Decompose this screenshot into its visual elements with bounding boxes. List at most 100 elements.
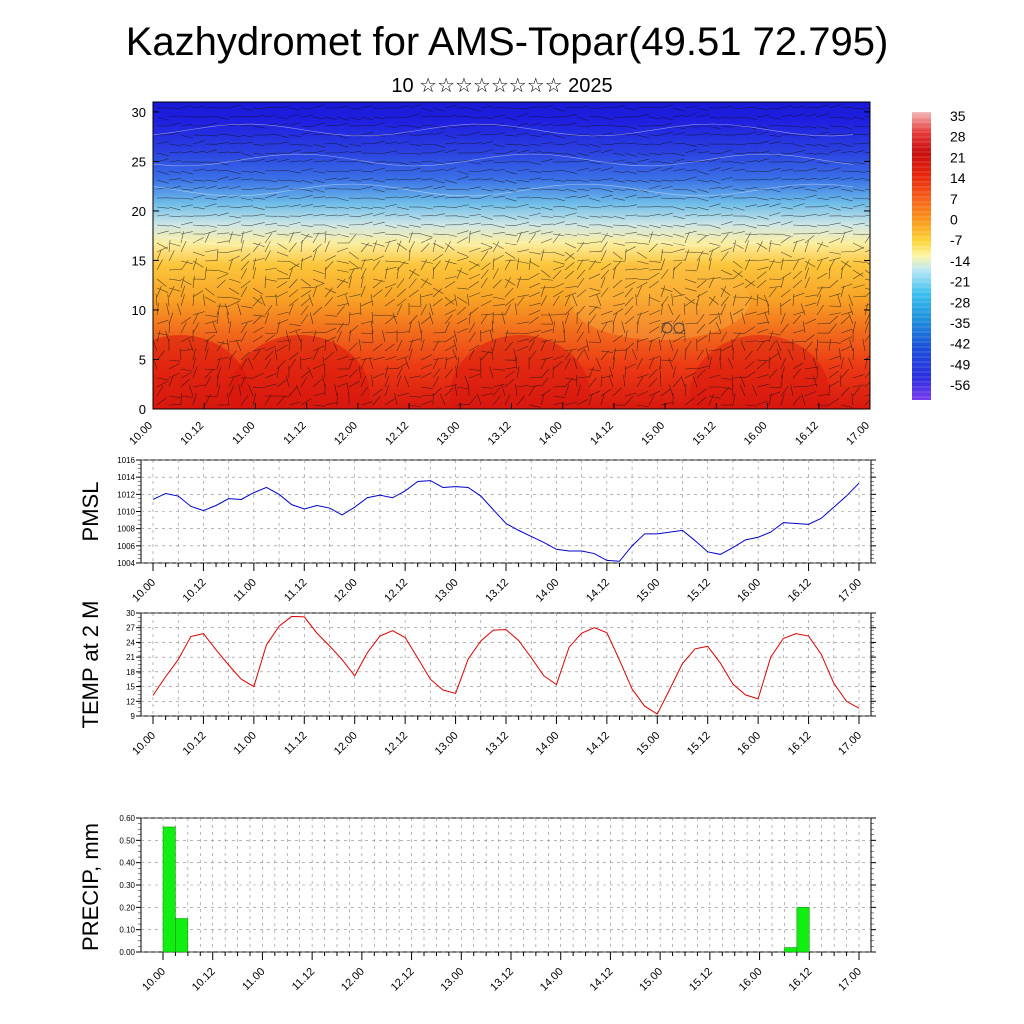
wind-barb: [540, 393, 545, 406]
wind-barb: [792, 329, 805, 334]
wind-barb: [168, 178, 181, 181]
wind-barb: [792, 177, 805, 181]
wind-barb: [336, 116, 349, 121]
wind-barb: [816, 242, 829, 248]
wind-barb: [240, 358, 248, 370]
wind-barb: [552, 169, 565, 172]
wind-barb: [216, 151, 229, 154]
wind-barb: [732, 161, 745, 164]
wind-barb: [816, 177, 829, 181]
wind-barb: [288, 242, 297, 253]
wind-barb: [240, 286, 248, 298]
wind-barb: [444, 258, 451, 271]
wind-barb: [300, 370, 311, 379]
wind-barb: [360, 213, 373, 217]
wind-barb: [705, 348, 710, 361]
pmsl-x-tick-label: 15.12: [685, 577, 713, 605]
wind-barb: [744, 151, 757, 154]
wind-barb: [167, 294, 170, 307]
contour-line: [153, 123, 854, 137]
wind-barb: [828, 315, 839, 325]
wind-barb: [408, 268, 416, 280]
wind-barb: [396, 152, 409, 154]
wind-barb: [516, 222, 529, 226]
wind-barb: [252, 213, 265, 217]
wind-barb: [168, 131, 181, 136]
wind-barb: [552, 251, 565, 257]
wind-barb: [696, 197, 709, 202]
wind-barb: [768, 107, 781, 110]
wind-barb: [516, 296, 525, 307]
wind-barb: [612, 224, 626, 226]
wind-barb: [468, 395, 477, 406]
wind-barb: [240, 305, 253, 309]
wind-barb: [336, 269, 349, 273]
wind-barb: [216, 273, 228, 280]
wind-barb: [624, 296, 634, 307]
wind-barb: [204, 203, 217, 208]
wind-barb: [720, 247, 733, 253]
wind-barb: [756, 359, 769, 362]
wind-barb: [660, 212, 673, 217]
wind-barb: [168, 151, 181, 154]
wind-barb: [300, 168, 313, 172]
wind-barb: [348, 179, 361, 182]
wind-barb: [444, 387, 454, 397]
wind-barb: [684, 298, 696, 307]
wind-barb: [156, 224, 169, 227]
wind-barb: [780, 206, 793, 210]
wind-barb: [852, 233, 866, 235]
wind-barb: [648, 260, 661, 263]
precip-x-tick-label: 10.00: [140, 966, 168, 994]
wind-barb: [744, 280, 755, 289]
wind-barb: [312, 363, 325, 370]
wind-barb: [816, 304, 824, 316]
wind-barb: [456, 404, 469, 406]
wind-barb: [576, 331, 584, 343]
wind-barb: [516, 278, 529, 280]
pmsl-y-tick-label: 1006: [117, 542, 135, 551]
wind-barb: [348, 357, 354, 370]
wind-barb: [300, 290, 312, 298]
wind-barb: [480, 133, 493, 136]
wind-barb: [528, 272, 540, 280]
wind-barb: [648, 106, 661, 109]
wind-barb: [192, 366, 198, 379]
wind-barb: [804, 113, 817, 118]
wind-barb: [672, 142, 685, 145]
wind-barb: [576, 345, 588, 352]
wind-barb: [624, 305, 634, 316]
wind-barb: [156, 170, 169, 175]
wind-barb: [852, 348, 855, 361]
wind-barb: [324, 177, 337, 181]
wind-barb: [828, 196, 841, 199]
wind-barb: [504, 224, 517, 227]
wind-barb: [288, 289, 299, 298]
wind-barb: [480, 269, 489, 280]
wind-barb: [792, 311, 805, 316]
wind-barb: [552, 401, 565, 406]
wind-barb: [528, 115, 541, 118]
wind-barb: [204, 296, 216, 303]
wind-barb: [828, 185, 841, 190]
wind-barb: [468, 368, 481, 372]
wind-barb: [540, 170, 553, 173]
wind-barb: [432, 357, 445, 361]
wind-barb: [180, 231, 184, 244]
wind-barb: [816, 241, 824, 253]
wind-barb: [504, 233, 517, 237]
wind-barb: [432, 206, 446, 208]
wind-barb: [588, 197, 601, 202]
wind-barb: [696, 250, 704, 262]
wind-barb: [732, 308, 744, 316]
wind-barb: [276, 179, 290, 181]
wind-barb: [336, 374, 349, 379]
temp-x-tick-label: 16.12: [786, 730, 814, 758]
wind-barb: [660, 185, 673, 190]
wind-barb: [408, 231, 413, 244]
wind-barb: [600, 287, 609, 298]
wind-barb: [288, 134, 301, 137]
wind-barb: [456, 159, 469, 163]
wind-barb: [228, 151, 241, 154]
wind-barb: [576, 374, 578, 388]
